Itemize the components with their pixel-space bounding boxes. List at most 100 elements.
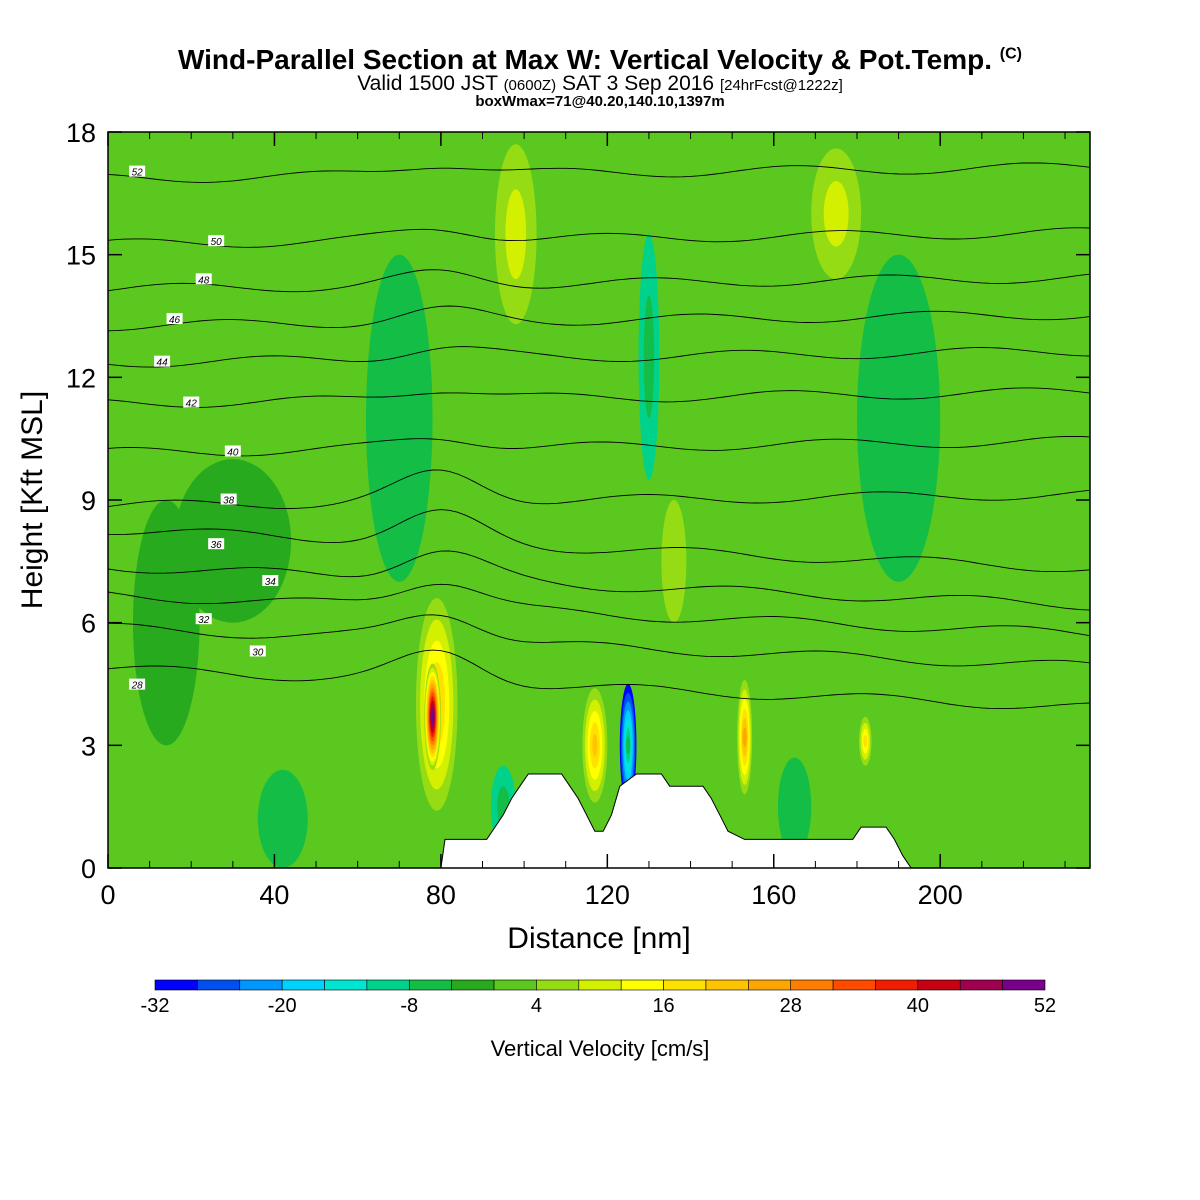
velocity-band bbox=[174, 459, 292, 623]
velocity-cell bbox=[619, 684, 637, 807]
subtitle-zulu: (0600Z) bbox=[503, 77, 557, 94]
theta-label-box bbox=[208, 235, 225, 247]
theta-contour-label: 28 bbox=[131, 681, 144, 692]
colorbar-swatch bbox=[1002, 979, 1046, 991]
theta-contour-line bbox=[108, 387, 1090, 408]
velocity-band bbox=[742, 727, 747, 747]
velocity-cell bbox=[582, 688, 608, 803]
y-tick-label: 12 bbox=[66, 363, 96, 393]
colorbar: -32 -20 -8 4 16 28 40 52 Vertical Velocity [cm/s… bbox=[141, 979, 1056, 1061]
colorbar-swatch bbox=[578, 979, 622, 991]
chart-title: Wind-Parallel Section at Max W: Vertical… bbox=[0, 44, 1200, 76]
theta-contour-label: 44 bbox=[157, 358, 169, 369]
colorbar-tick-label: 40 bbox=[907, 995, 929, 1017]
theta-contour-line bbox=[108, 305, 1090, 332]
title-mark: (C) bbox=[999, 45, 1023, 63]
theta-label-box bbox=[183, 396, 200, 408]
subtitle-forecast: [24hrFcst@1222z] bbox=[719, 77, 843, 94]
colorbar-label: Vertical Velocity [cm/s] bbox=[491, 1036, 710, 1061]
theta-contour-line bbox=[108, 346, 1090, 368]
theta-label-box bbox=[154, 355, 171, 367]
terrain bbox=[108, 773, 1090, 868]
theta-label-box bbox=[224, 445, 241, 457]
colorbar-swatch bbox=[536, 979, 580, 991]
theta-label-box bbox=[262, 575, 279, 587]
velocity-cell bbox=[811, 148, 862, 280]
velocity-band bbox=[863, 735, 868, 748]
theta-label-box bbox=[195, 613, 212, 625]
theta-contour-label: 50 bbox=[211, 237, 223, 248]
subtitle-date: SAT 3 Sep 2016 bbox=[561, 72, 715, 95]
theta-contour-line bbox=[108, 435, 1090, 457]
colorbar-swatch bbox=[408, 979, 452, 991]
theta-label-box bbox=[129, 165, 146, 177]
velocity-field bbox=[108, 132, 1090, 868]
colorbar-swatch bbox=[663, 979, 707, 991]
colorbar-tick-label: -32 bbox=[141, 995, 170, 1017]
velocity-cell bbox=[737, 679, 753, 795]
velocity-cell bbox=[777, 757, 812, 856]
colorbar-swatch bbox=[281, 979, 325, 991]
y-tick-label: 15 bbox=[66, 241, 96, 271]
theta-contour-label: 48 bbox=[198, 275, 210, 286]
colorbar-swatch bbox=[493, 979, 537, 991]
x-tick-label: 80 bbox=[426, 880, 456, 910]
colorbar-swatch bbox=[197, 979, 241, 991]
title-text: Wind-Parallel Section at Max W: Vertical… bbox=[177, 44, 993, 75]
theta-contour-line bbox=[108, 509, 1090, 573]
velocity-band bbox=[777, 757, 812, 856]
x-tick-label: 200 bbox=[918, 880, 963, 910]
velocity-cell bbox=[638, 234, 660, 480]
colorbar-tick-label: -20 bbox=[268, 995, 297, 1017]
theta-contour-label: 34 bbox=[265, 577, 277, 588]
theta-contour-line bbox=[108, 162, 1090, 183]
x-tick-label: 160 bbox=[751, 880, 796, 910]
theta-contour-label: 40 bbox=[227, 447, 239, 458]
velocity-band bbox=[823, 181, 849, 247]
x-tick-label: 40 bbox=[259, 880, 289, 910]
velocity-band bbox=[592, 733, 598, 757]
theta-contour-line bbox=[108, 269, 1090, 293]
colorbar-swatch bbox=[917, 979, 961, 991]
velocity-cell bbox=[661, 499, 687, 623]
theta-label-box bbox=[195, 273, 212, 285]
theta-contour-label: 46 bbox=[169, 315, 181, 326]
velocity-cell bbox=[257, 769, 308, 868]
y-tick-label: 6 bbox=[81, 609, 96, 639]
colorbar-swatch bbox=[748, 979, 792, 991]
theta-label-box bbox=[129, 678, 146, 690]
colorbar-swatch bbox=[620, 979, 664, 991]
x-tick-label: 120 bbox=[585, 880, 630, 910]
theta-contour-line bbox=[108, 469, 1090, 509]
colorbar-swatch bbox=[875, 979, 919, 991]
theta-contour-label: 38 bbox=[223, 496, 235, 507]
theta-contour-line bbox=[108, 550, 1090, 611]
theta-contour-label: 42 bbox=[186, 399, 198, 410]
y-tick-label: 18 bbox=[66, 118, 96, 148]
colorbar-swatch bbox=[154, 979, 198, 991]
theta-contours bbox=[108, 162, 1090, 710]
y-tick-label: 9 bbox=[81, 486, 96, 516]
velocity-band bbox=[430, 712, 435, 721]
velocity-cell bbox=[132, 500, 200, 746]
colorbar-swatch bbox=[790, 979, 834, 991]
theta-contour-label: 52 bbox=[132, 168, 144, 179]
theta-contour-label: 36 bbox=[211, 540, 223, 551]
velocity-band bbox=[856, 254, 941, 582]
colorbar-tick-label: 52 bbox=[1034, 995, 1056, 1017]
theta-contour-label: 30 bbox=[252, 647, 264, 658]
colorbar-swatch bbox=[705, 979, 749, 991]
subtitle-valid: Valid 1500 JST bbox=[357, 72, 498, 95]
theta-label-box bbox=[166, 313, 183, 325]
theta-label-box bbox=[208, 538, 225, 550]
x-axis-label: Distance [nm] bbox=[507, 922, 690, 955]
colorbar-swatch bbox=[324, 979, 368, 991]
velocity-band bbox=[626, 736, 631, 755]
theta-contour-line bbox=[108, 649, 1090, 710]
colorbar-tick-label: 16 bbox=[652, 995, 674, 1017]
velocity-band bbox=[661, 499, 687, 623]
theta-label-box bbox=[249, 645, 266, 657]
y-tick-label: 3 bbox=[81, 731, 96, 761]
colorbar-tick-label: -8 bbox=[400, 995, 418, 1017]
